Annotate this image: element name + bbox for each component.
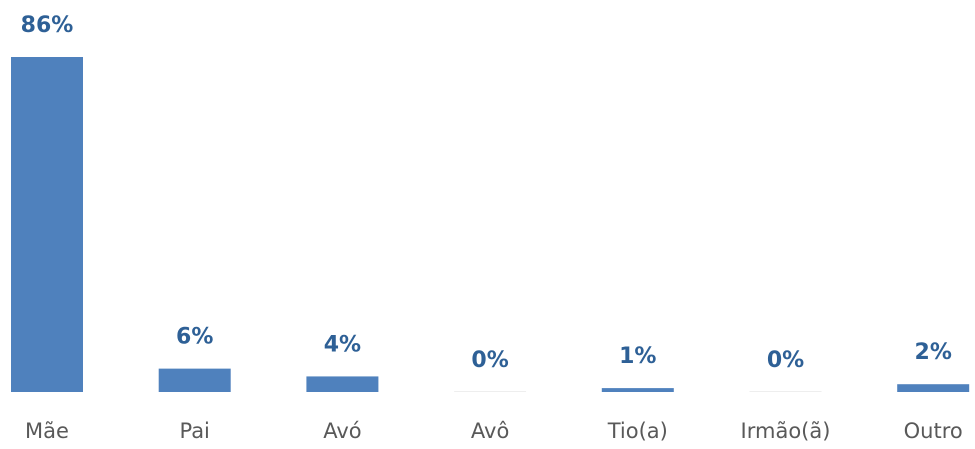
- data-label: 2%: [915, 340, 952, 365]
- bar: [158, 368, 231, 392]
- bar: [601, 388, 674, 392]
- data-label: 4%: [324, 332, 361, 357]
- x-tick-label: Avô: [471, 419, 509, 443]
- data-label: 86%: [21, 13, 74, 38]
- data-label: 6%: [176, 325, 213, 350]
- data-label: 0%: [471, 348, 508, 373]
- bar: [897, 384, 970, 392]
- bar: [11, 57, 83, 392]
- data-label: 1%: [619, 344, 656, 369]
- x-tick-label: Outro: [904, 419, 963, 443]
- bar: [306, 376, 379, 392]
- x-tick-label: Tio(a): [607, 419, 668, 443]
- x-tick-label: Mãe: [25, 419, 69, 443]
- x-tick-label: Avó: [323, 419, 361, 443]
- x-tick-label: Pai: [179, 419, 209, 443]
- x-tick-label: Irmão(ã): [741, 419, 831, 443]
- data-label: 0%: [767, 348, 804, 373]
